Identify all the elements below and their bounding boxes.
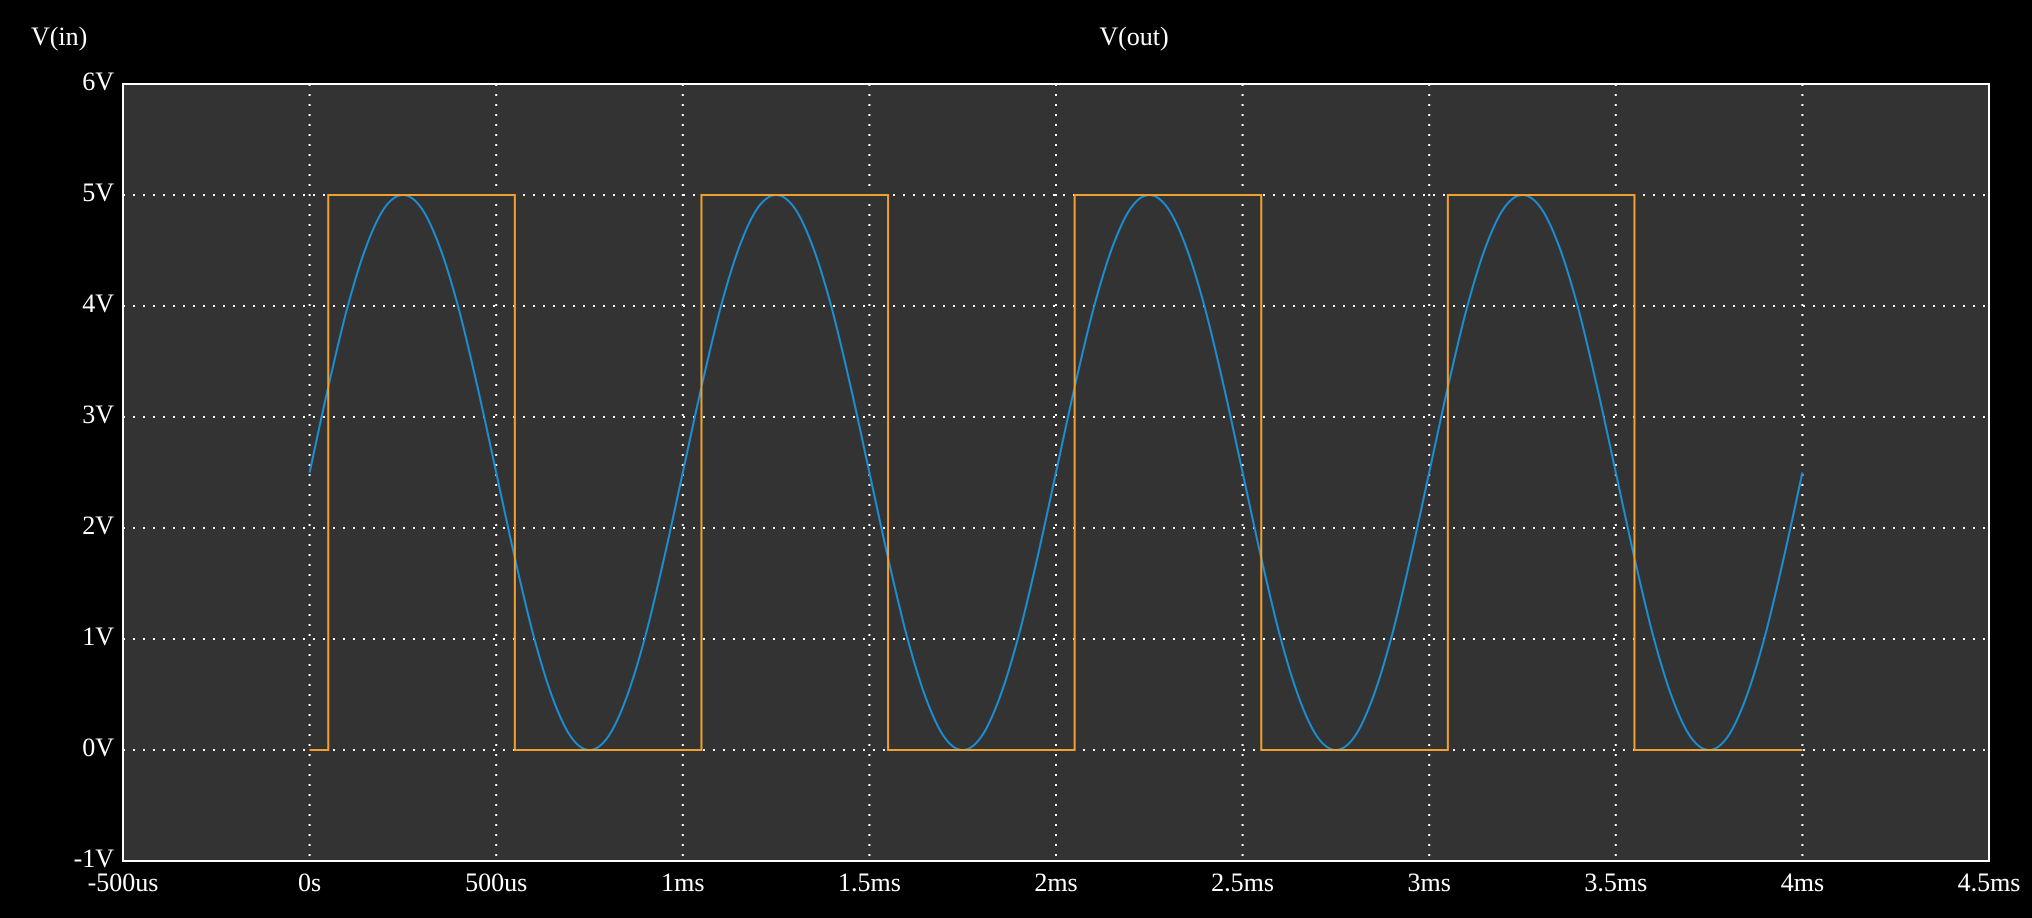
y-tick-label: 3V [82,400,114,429]
y-tick-label: 6V [82,67,114,96]
y-tick-label: 0V [82,733,114,762]
x-tick-label: 0s [298,868,321,897]
x-tick-label: 500us [465,868,527,897]
plot-border [122,83,1990,862]
x-tick-label: 4.5ms [1958,868,2021,897]
x-tick-label: 2.5ms [1211,868,1274,897]
y-tick-label: 4V [82,289,114,318]
x-tick-label: 2ms [1034,868,1077,897]
y-tick-label: 1V [82,622,114,651]
x-tick-label: 1ms [661,868,704,897]
y-tick-label: 5V [82,178,114,207]
y-tick-label: -1V [74,844,115,873]
series-line [309,194,1803,751]
y-tick-label: 2V [82,511,114,540]
series-line [308,193,1804,752]
x-tick-label: 3ms [1408,868,1451,897]
x-tick-label: 1.5ms [838,868,901,897]
x-tick-label: 3.5ms [1584,868,1647,897]
legend-entry: V(out) [1099,22,1168,51]
x-tick-label: 4ms [1781,868,1824,897]
legend-entry: V(in) [31,22,87,51]
x-tick-label: -500us [88,868,159,897]
